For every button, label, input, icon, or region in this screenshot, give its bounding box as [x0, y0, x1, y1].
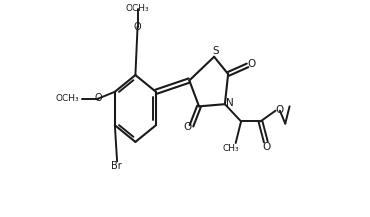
Text: O: O: [247, 59, 256, 69]
Text: O: O: [184, 122, 192, 132]
Text: OCH₃: OCH₃: [55, 94, 79, 103]
Text: OCH₃: OCH₃: [126, 4, 149, 13]
Text: S: S: [212, 46, 219, 56]
Text: O: O: [275, 105, 283, 115]
Text: N: N: [226, 98, 233, 108]
Text: Br: Br: [111, 161, 121, 171]
Text: O: O: [94, 93, 102, 103]
Text: O: O: [134, 21, 142, 31]
Text: CH₃: CH₃: [223, 144, 239, 153]
Text: O: O: [262, 142, 270, 152]
